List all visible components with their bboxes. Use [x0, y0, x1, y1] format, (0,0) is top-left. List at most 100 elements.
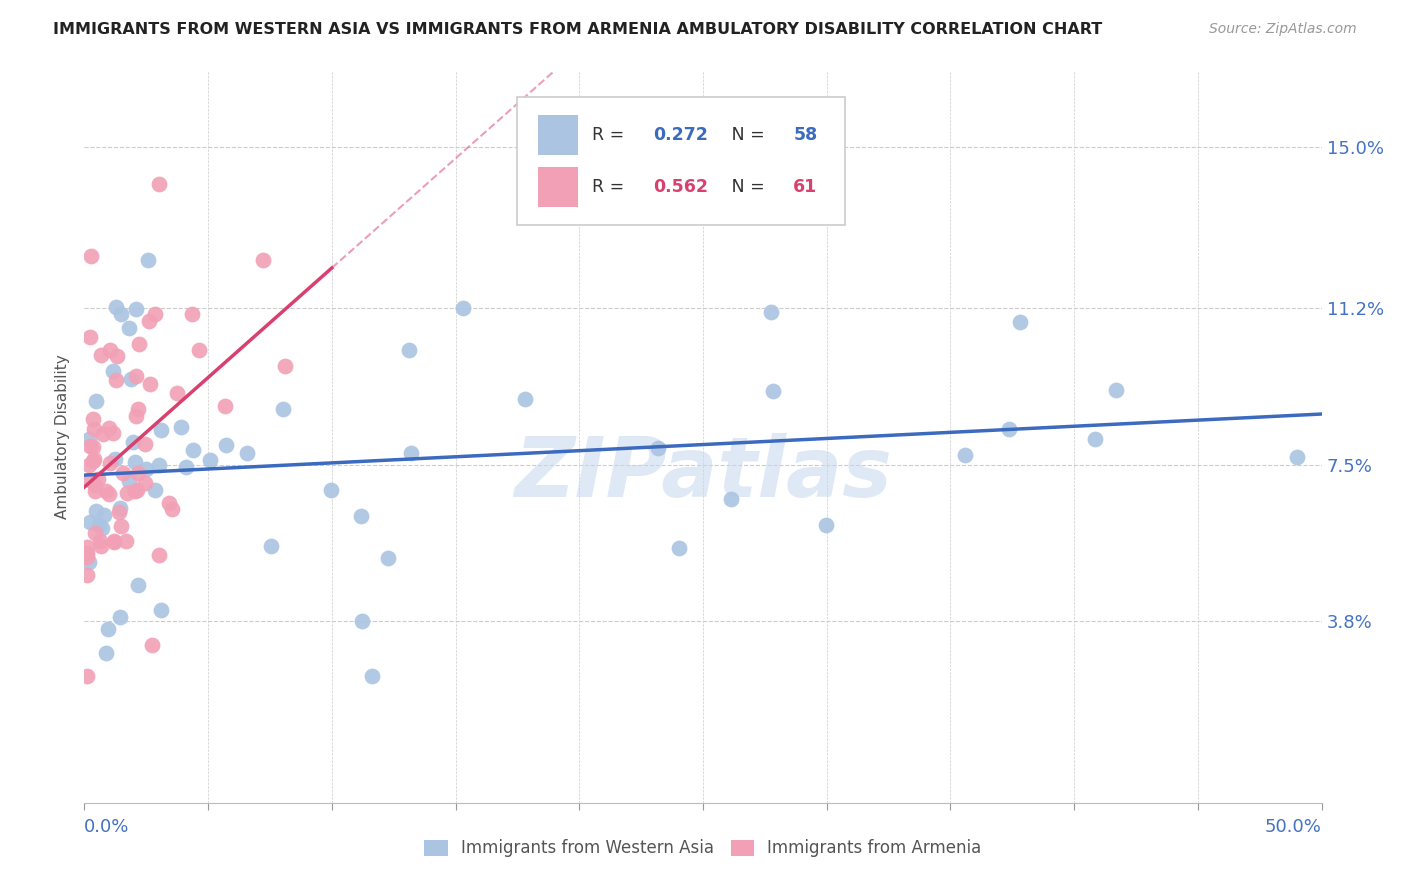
Point [134, 475, 156, 490]
Point [350, 508, 373, 523]
Point [118, 475, 141, 489]
Text: N =: N = [716, 178, 770, 196]
Point [87, 472, 110, 486]
Point [101, 364, 124, 378]
Point [125, 301, 148, 316]
Text: 50.0%: 50.0% [1265, 818, 1322, 836]
Point [125, 483, 148, 497]
Point [79, 432, 101, 446]
Point [187, 343, 209, 357]
Point [112, 466, 135, 480]
Point [120, 372, 142, 386]
Point [96, 646, 118, 660]
Text: IMMIGRANTS FROM WESTERN ASIA VS IMMIGRANTS FROM ARMENIA AMBULATORY DISABILITY CO: IMMIGRANTS FROM WESTERN ASIA VS IMMIGRAN… [53, 22, 1102, 37]
Text: ZIPatlas: ZIPatlas [515, 434, 891, 514]
Point [181, 308, 204, 322]
Point [79, 330, 101, 344]
Point [143, 307, 166, 321]
Point [149, 603, 172, 617]
Point [93, 508, 115, 523]
Point [148, 458, 170, 473]
Point [160, 502, 183, 516]
Text: 0.272: 0.272 [654, 126, 709, 144]
Point [134, 437, 156, 451]
Bar [538, 115, 578, 155]
Point [89, 534, 111, 549]
Point [236, 445, 259, 459]
Point [198, 452, 221, 467]
Point [274, 359, 297, 373]
Point [118, 321, 141, 335]
Point [143, 483, 166, 497]
Point [110, 307, 132, 321]
Point [953, 448, 976, 462]
Point [166, 385, 188, 400]
Point [181, 443, 204, 458]
Point [110, 519, 132, 533]
Point [998, 422, 1021, 436]
Point [124, 455, 146, 469]
Point [136, 252, 159, 267]
Point [148, 548, 170, 562]
Point [125, 368, 148, 383]
Text: Source: ZipAtlas.com: Source: ZipAtlas.com [1209, 22, 1357, 37]
Point [1285, 450, 1308, 464]
Point [77, 458, 100, 472]
Point [399, 446, 422, 460]
Point [321, 483, 343, 497]
Point [647, 441, 669, 455]
Point [139, 376, 162, 391]
Point [668, 541, 690, 555]
Point [90, 539, 112, 553]
Point [84, 393, 107, 408]
Point [122, 435, 145, 450]
Point [97, 421, 120, 435]
Text: 0.0%: 0.0% [84, 818, 129, 836]
Point [105, 349, 128, 363]
Point [79, 439, 101, 453]
Point [1084, 432, 1107, 446]
Point [83, 451, 105, 466]
Point [138, 314, 160, 328]
Point [90, 348, 112, 362]
Point [76, 541, 98, 555]
Point [515, 392, 537, 406]
Text: R =: R = [592, 178, 630, 196]
Point [451, 301, 474, 315]
Point [100, 343, 122, 358]
Point [815, 517, 838, 532]
Text: 0.562: 0.562 [654, 178, 709, 196]
Point [1010, 315, 1032, 329]
Text: 61: 61 [793, 178, 817, 196]
Point [91, 521, 114, 535]
Point [76, 669, 98, 683]
Point [115, 486, 138, 500]
Point [215, 438, 238, 452]
Point [103, 533, 125, 548]
Point [79, 555, 101, 569]
Point [398, 343, 420, 357]
Point [110, 610, 132, 624]
Point [149, 423, 172, 437]
Point [377, 551, 399, 566]
Point [76, 546, 98, 560]
Point [89, 518, 111, 533]
Point [82, 454, 104, 468]
Point [96, 484, 118, 499]
Point [101, 425, 124, 440]
Point [84, 478, 107, 492]
Point [105, 300, 128, 314]
Point [1104, 383, 1126, 397]
Point [271, 401, 294, 416]
Point [148, 177, 170, 191]
Point [82, 440, 104, 454]
Point [108, 500, 131, 515]
FancyBboxPatch shape [517, 97, 845, 225]
Point [260, 539, 283, 553]
Point [76, 550, 98, 565]
Point [157, 496, 180, 510]
Point [82, 411, 104, 425]
Point [115, 534, 138, 549]
Y-axis label: Ambulatory Disability: Ambulatory Disability [55, 355, 70, 519]
Point [108, 505, 131, 519]
